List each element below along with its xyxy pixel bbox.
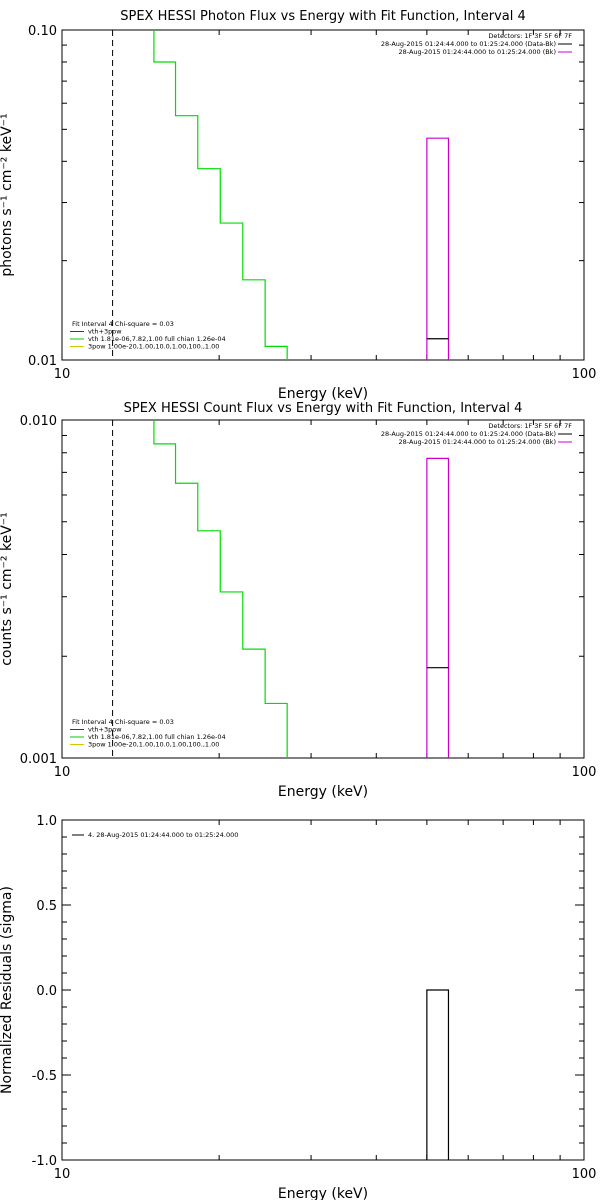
chart-panel-1: 10 100 Energy (keV) 0.01 0.10 photons s⁻¹ cm⁻… xyxy=(0,9,596,402)
legend-bottom-left-item: Fit Interval 4 Chi-square = 0.03 xyxy=(72,320,174,328)
y-tick-label: -1.0 xyxy=(32,1154,57,1169)
y-tick-label: 0.10 xyxy=(28,24,57,39)
x-tick-label: 10 xyxy=(54,765,71,780)
chart-panel-3: 10 100 Energy (keV) -1.0 -0.5 0.0 0.5 1.0 Normal… xyxy=(0,814,596,1200)
legend-top-right-item: 28-Aug-2015 01:24:44.000 to 01:25:24.000… xyxy=(381,40,556,48)
y-tick-label: 1.0 xyxy=(36,814,57,829)
legend-bottom-left-item: vth+3pow xyxy=(88,328,122,336)
plot-frame xyxy=(61,819,585,1161)
y-tick-label: 0.5 xyxy=(36,899,57,914)
chart-panel-2: 10 100 Energy (keV) 0.001 0.010 counts s⁻¹ cm… xyxy=(0,401,596,800)
x-axis-label: Energy (keV) xyxy=(278,784,368,800)
x-tick-label: 100 xyxy=(572,367,597,382)
y-axis-label: Normalized Residuals (sigma) xyxy=(0,886,15,1094)
legend-bottom-left-item: Fit Interval 4 Chi-square = 0.03 xyxy=(72,718,174,726)
x-tick-label: 100 xyxy=(572,765,597,780)
x-tick-label: 100 xyxy=(572,1167,597,1182)
legend-top-right-item: 28-Aug-2015 01:24:44.000 to 01:25:24.000… xyxy=(381,430,556,438)
legend-bottom-left-item: vth+3pow xyxy=(88,726,122,734)
y-tick-label: 0.0 xyxy=(36,984,57,999)
plot-frame xyxy=(61,29,585,361)
legend-top-left-item: 4. 28-Aug-2015 01:24:44.000 to 01:25:24.… xyxy=(88,831,238,839)
plot-frame xyxy=(61,419,585,759)
legend-top-right-item: 28-Aug-2015 01:24:44.000 to 01:25:24.000… xyxy=(399,438,556,446)
legend-bottom-left-item: vth 1.81e-06,7.82,1.00 full chian 1.26e-… xyxy=(88,335,226,343)
x-tick-label: 10 xyxy=(54,1167,71,1182)
data-layer xyxy=(112,420,450,758)
chart-title: SPEX HESSI Photon Flux vs Energy with Fi… xyxy=(120,9,526,24)
data-bar xyxy=(426,137,450,360)
x-tick-label: 10 xyxy=(54,367,71,382)
y-axis-label: photons s⁻¹ cm⁻² keV⁻¹ xyxy=(0,113,15,276)
y-tick-label: -0.5 xyxy=(32,1069,57,1084)
chart-title: SPEX HESSI Count Flux vs Energy with Fit… xyxy=(124,401,523,416)
flux-step-series xyxy=(153,30,288,360)
data-bar xyxy=(426,457,450,758)
legend-top-right-item: Detectors: 1F 3F 5F 6F 7F xyxy=(488,422,572,430)
data-layer xyxy=(112,30,450,360)
y-tick-label: 0.001 xyxy=(20,752,57,767)
legend-bottom-left-item: vth 1.81e-06,7.82,1.00 full chian 1.26e-… xyxy=(88,733,226,741)
data-bar xyxy=(426,989,450,1160)
y-axis-label: counts s⁻¹ cm⁻² keV⁻¹ xyxy=(0,512,15,666)
data-layer xyxy=(426,989,450,1160)
flux-step-series xyxy=(153,420,288,758)
legend-top-right-item: Detectors: 1F 3F 5F 6F 7F xyxy=(488,32,572,40)
x-axis-label: Energy (keV) xyxy=(278,1186,368,1200)
legend-top-right-item: 28-Aug-2015 01:24:44.000 to 01:25:24.000… xyxy=(399,48,556,56)
y-tick-label: 0.010 xyxy=(20,414,57,429)
y-tick-label: 0.01 xyxy=(28,354,57,369)
x-axis-label: Energy (keV) xyxy=(278,386,368,402)
legend-bottom-left-item: 3pow 1.00e-20,1.00,10.0,1.00,100.,1.00 xyxy=(88,343,219,351)
legend-bottom-left-item: 3pow 1.00e-20,1.00,10.0,1.00,100.,1.00 xyxy=(88,741,219,749)
